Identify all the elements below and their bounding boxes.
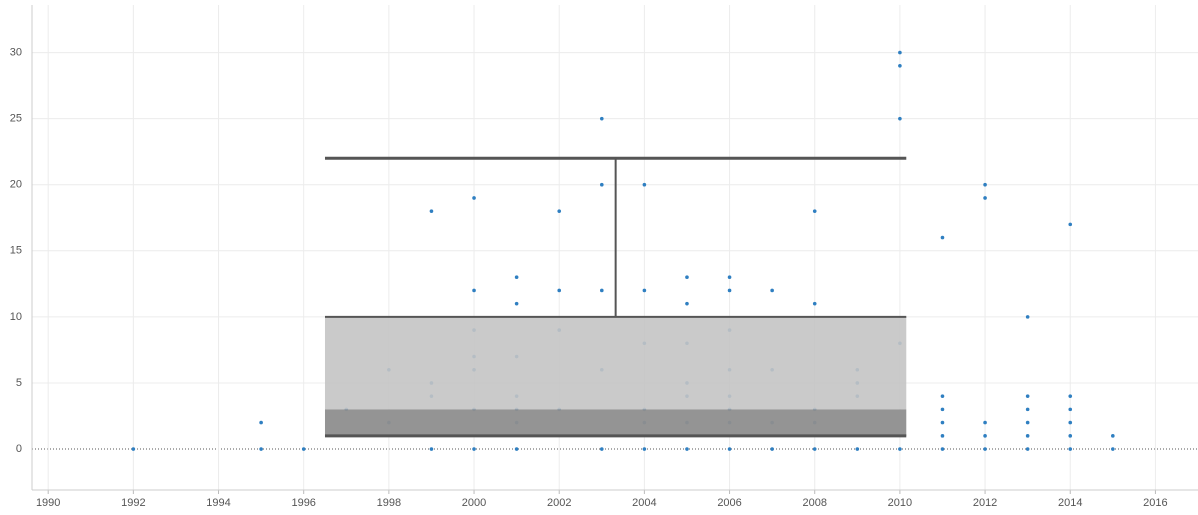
point <box>301 447 306 451</box>
x-tick-label: 2008 <box>802 497 826 509</box>
point <box>727 288 732 293</box>
point <box>1025 407 1030 412</box>
point <box>1068 222 1073 227</box>
point <box>685 275 689 280</box>
point <box>1068 420 1073 425</box>
x-tick-label: 1994 <box>206 497 230 509</box>
box-upper <box>324 316 907 410</box>
point <box>472 288 476 293</box>
point <box>812 301 817 306</box>
point <box>940 394 945 398</box>
point <box>727 447 732 451</box>
x-tick-label: 2000 <box>462 497 486 509</box>
point <box>429 209 434 213</box>
point <box>685 447 689 451</box>
point <box>259 420 263 425</box>
y-tick-label: 0 <box>16 443 22 455</box>
point <box>983 434 987 438</box>
point <box>1068 447 1073 451</box>
x-tick-label: 2006 <box>717 497 741 509</box>
point <box>1025 420 1030 425</box>
y-tick-label: 30 <box>10 46 22 58</box>
point <box>599 447 604 451</box>
point <box>557 288 562 293</box>
x-tick-label: 1998 <box>377 497 401 509</box>
point <box>642 182 647 187</box>
point <box>983 196 987 200</box>
point <box>1068 434 1073 438</box>
point <box>685 301 689 306</box>
point <box>812 447 817 451</box>
point <box>898 63 902 68</box>
point <box>1111 434 1115 438</box>
point <box>1068 394 1073 398</box>
point <box>770 447 774 451</box>
point <box>1111 447 1115 451</box>
point <box>514 301 519 306</box>
point <box>472 447 476 451</box>
point <box>1025 447 1030 451</box>
point <box>514 275 519 280</box>
point <box>514 447 519 451</box>
point <box>940 434 945 438</box>
point <box>642 447 647 451</box>
point <box>898 116 902 121</box>
point <box>557 209 562 213</box>
point <box>855 447 860 451</box>
point <box>983 420 987 425</box>
x-tick-label: 2016 <box>1143 497 1167 509</box>
point <box>642 288 647 293</box>
x-tick-label: 1990 <box>36 497 60 509</box>
x-tick-label: 1996 <box>291 497 315 509</box>
point <box>599 288 604 293</box>
point <box>770 288 774 293</box>
point <box>1025 394 1030 398</box>
point <box>1025 315 1030 319</box>
point <box>940 447 945 451</box>
y-tick-label: 15 <box>10 245 22 257</box>
point <box>940 420 945 425</box>
point <box>812 209 817 213</box>
y-tick-label: 10 <box>10 311 22 323</box>
point <box>429 447 434 451</box>
point <box>983 182 987 187</box>
x-tick-label: 2010 <box>888 497 912 509</box>
y-tick-label: 20 <box>10 179 22 191</box>
point <box>599 116 604 121</box>
point <box>898 50 902 55</box>
point <box>472 196 476 200</box>
point <box>599 182 604 187</box>
point <box>1068 407 1073 412</box>
box-lower <box>324 409 907 436</box>
point <box>1025 434 1030 438</box>
y-tick-label: 5 <box>16 377 22 389</box>
point <box>727 275 732 280</box>
point <box>898 447 902 451</box>
x-tick-label: 2014 <box>1058 497 1082 509</box>
point <box>983 447 987 451</box>
point <box>940 235 945 240</box>
x-tick-label: 1992 <box>121 497 145 509</box>
x-tick-label: 2012 <box>973 497 997 509</box>
point <box>940 407 945 412</box>
y-tick-label: 25 <box>10 113 22 125</box>
x-tick-label: 2004 <box>632 497 656 509</box>
point <box>259 447 263 451</box>
x-tick-label: 2002 <box>547 497 571 509</box>
point <box>131 447 136 451</box>
